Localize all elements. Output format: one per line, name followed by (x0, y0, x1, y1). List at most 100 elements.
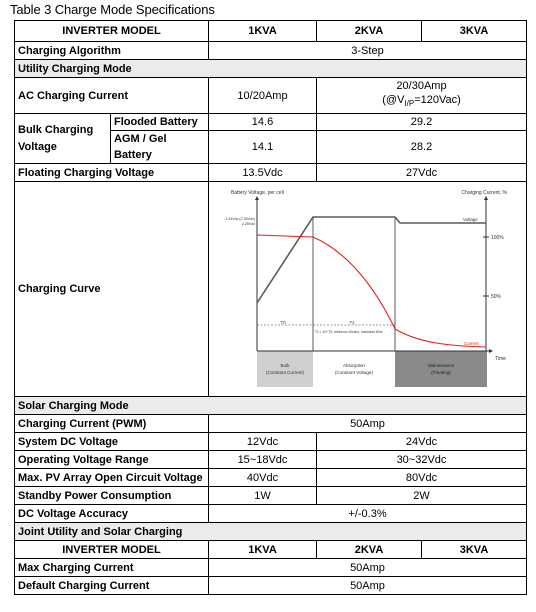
floating-voltage-label: Floating Charging Voltage (14, 163, 209, 182)
voltage-mark-2: 2.25Vdc (242, 222, 255, 226)
table-row: Floating Charging Voltage 13.5Vdc 27Vdc (14, 163, 527, 182)
bulk-phase-band (257, 350, 313, 387)
voltage-mark-1: 2.43Vdc (2.35Vdc) (225, 217, 255, 221)
pct-100-label: 100% (491, 235, 504, 241)
bulk-charging-voltage-label: Bulk Charging Voltage (14, 113, 111, 164)
system-dc-1kva: 12Vdc (208, 432, 317, 451)
table-row: Charging Algorithm 3-Step (14, 41, 527, 60)
right-axis-title: Charging Current, % (461, 190, 507, 196)
bulk-label-line2: Voltage (18, 140, 57, 153)
absorption-phase-label-2: (Constant Voltage) (335, 370, 374, 375)
utility-section-heading: Utility Charging Mode (14, 59, 527, 78)
voltage-curve-label: Voltage (463, 217, 478, 222)
max-charging-current-value: 50Amp (208, 558, 527, 577)
standby-power-2-3kva: 2W (316, 486, 527, 505)
table-row: AGM / Gel Battery 14.1 28.2 (15, 130, 527, 164)
solar-charging-current-label: Charging Current (PWM) (14, 414, 209, 433)
time-arrow-icon (489, 348, 493, 353)
max-charging-current-label: Max Charging Current (14, 558, 209, 577)
maintenance-phase-label-1: Maintenance (428, 363, 455, 368)
bulk-label-line1: Bulk Charging (18, 123, 94, 136)
operating-voltage-1kva: 15~18Vdc (208, 450, 317, 469)
right-axis-arrow-icon (484, 195, 488, 200)
absorption-phase-label-1: Absorption (343, 363, 365, 368)
pct-50-label: 50% (491, 294, 502, 300)
ac-charging-current-2-3kva: 20/30Amp (@VI/P=120Vac) (316, 77, 527, 114)
agm-label-line1: AGM / Gel (114, 133, 167, 145)
table-row: DC Voltage Accuracy +/-0.3% (14, 504, 527, 523)
t0-label: T0 (280, 320, 286, 325)
floating-2-3kva: 27Vdc (316, 163, 527, 182)
table-header-row: INVERTER MODEL 1KVA 2KVA 3KVA (14, 20, 527, 42)
maintenance-phase-label-2: (Floating) (431, 370, 451, 375)
table-row: System DC Voltage 12Vdc 24Vdc (14, 432, 527, 451)
table-row: Standby Power Consumption 1W 2W (14, 486, 527, 505)
flooded-battery-label: Flooded Battery (110, 113, 209, 131)
pv-open-circuit-2-3kva: 80Vdc (316, 468, 527, 487)
standby-power-label: Standby Power Consumption (14, 486, 209, 505)
model-1kva-header: 1KVA (208, 20, 317, 42)
system-dc-2-3kva: 24Vdc (316, 432, 527, 451)
agm-gel-battery-label: AGM / Gel Battery (110, 130, 209, 164)
charging-curve-diagram: Battery Voltage, per cell Charging Curre… (225, 190, 508, 387)
flooded-1kva: 14.6 (208, 113, 317, 131)
operating-voltage-label: Operating Voltage Range (14, 450, 209, 469)
current-curve-label: Current (464, 341, 479, 346)
model-3kva-header: 3KVA (421, 20, 527, 42)
ac-charging-current-label: AC Charging Current (14, 77, 209, 114)
joint-section-heading: Joint Utility and Solar Charging (14, 522, 527, 541)
ac-current-line2: (@VI/P=120Vac) (320, 93, 523, 111)
ac-current-tail: =120Vac) (414, 94, 461, 107)
table-row: Max. PV Array Open Circuit Voltage 40Vdc… (14, 468, 527, 487)
system-dc-voltage-label: System DC Voltage (14, 432, 209, 451)
ac-current-sub: I/P (404, 99, 415, 109)
floating-1kva: 13.5Vdc (208, 163, 317, 182)
model-3kva-header-2: 3KVA (421, 540, 527, 559)
bulk-phase-label-1: Bulk (281, 363, 291, 368)
left-axis-arrow-icon (255, 195, 259, 200)
model-1kva-header-2: 1KVA (208, 540, 317, 559)
voltage-curve (256, 215, 486, 303)
t1-note: T1 = 10* T0, minimum 10mins, maximum 8hr… (315, 330, 383, 334)
default-charging-current-value: 50Amp (208, 576, 527, 595)
ac-current-at-v: (@V (382, 94, 405, 107)
model-2kva-header: 2KVA (316, 20, 422, 42)
table-row: Operating Voltage Range 15~18Vdc 30~32Vd… (14, 450, 527, 469)
section-row: Utility Charging Mode (14, 59, 527, 78)
table-caption: Table 3 Charge Mode Specifications (10, 2, 215, 17)
standby-power-1kva: 1W (208, 486, 317, 505)
table-row: Bulk Charging Voltage Flooded Battery 14… (14, 113, 527, 164)
charging-algorithm-value: 3-Step (208, 41, 527, 60)
pv-open-circuit-label: Max. PV Array Open Circuit Voltage (14, 468, 209, 487)
section-row: Solar Charging Mode (14, 396, 527, 415)
dc-voltage-accuracy-value: +/-0.3% (208, 504, 527, 523)
inverter-model-header-2: INVERTER MODEL (14, 540, 209, 559)
table-row: Max Charging Current 50Amp (14, 558, 527, 577)
table-row: Default Charging Current 50Amp (14, 576, 527, 595)
table-row: Charging Curve Battery Voltage, per cell… (14, 181, 527, 397)
model-2kva-header-2: 2KVA (316, 540, 422, 559)
agm-1kva: 14.1 (208, 130, 317, 164)
ac-charging-current-1kva: 10/20Amp (208, 77, 317, 114)
charging-algorithm-label: Charging Algorithm (14, 41, 209, 60)
dc-voltage-accuracy-label: DC Voltage Accuracy (14, 504, 209, 523)
current-curve (256, 233, 487, 348)
inverter-model-header: INVERTER MODEL (14, 20, 209, 42)
default-charging-current-label: Default Charging Current (14, 576, 209, 595)
table-row: Charging Current (PWM) 50Amp (14, 414, 527, 433)
agm-2-3kva: 28.2 (316, 130, 527, 164)
bulk-phase-label-2: (Constant Current) (266, 370, 305, 375)
time-label: Time (495, 356, 506, 362)
table-row: AC Charging Current 10/20Amp 20/30Amp (@… (14, 77, 527, 114)
charge-mode-spec-table: INVERTER MODEL 1KVA 2KVA 3KVA Charging A… (14, 20, 527, 595)
pv-open-circuit-1kva: 40Vdc (208, 468, 317, 487)
charging-curve-label: Charging Curve (14, 181, 209, 397)
flooded-2-3kva: 29.2 (316, 113, 527, 131)
absorption-phase-band (313, 350, 395, 387)
solar-section-heading: Solar Charging Mode (14, 396, 527, 415)
solar-charging-current-value: 50Amp (208, 414, 527, 433)
charging-curve-cell: Battery Voltage, per cell Charging Curre… (208, 181, 527, 397)
ac-current-line1: 20/30Amp (396, 80, 447, 93)
t1-label: T1 (349, 320, 355, 325)
section-row: Joint Utility and Solar Charging (14, 522, 527, 541)
